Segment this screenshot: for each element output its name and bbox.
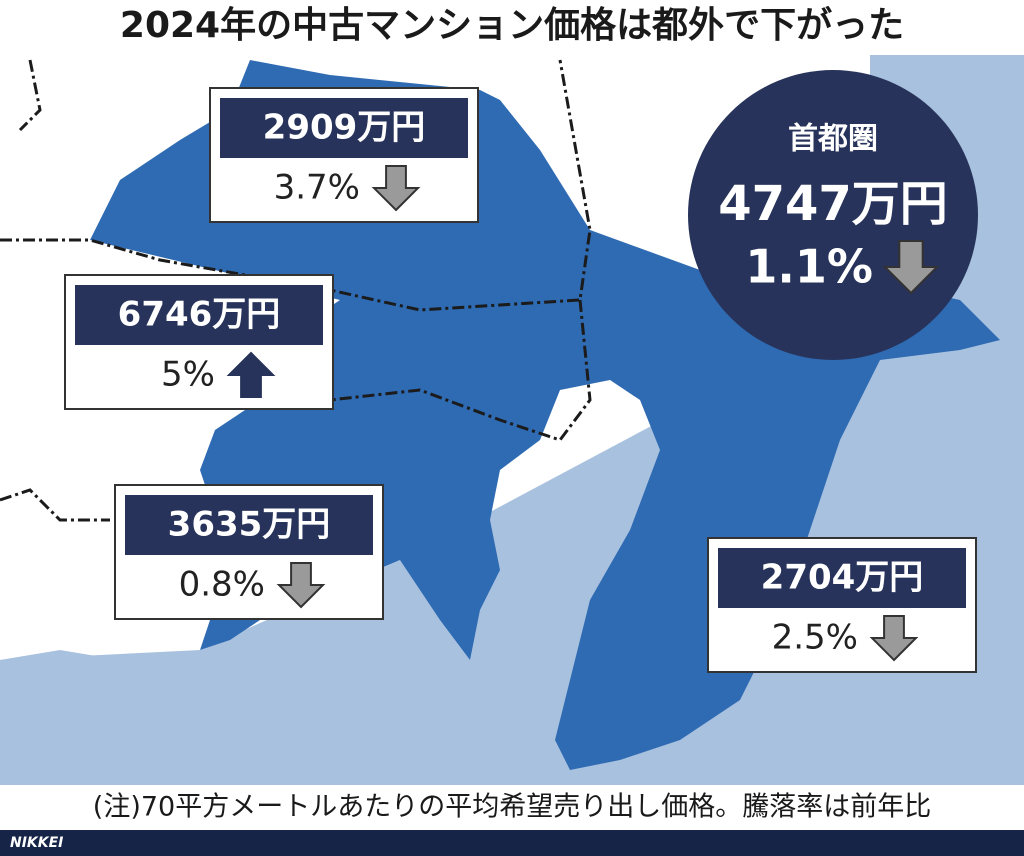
change: 5% xyxy=(161,355,215,395)
summary-change: 1.1% xyxy=(745,240,873,294)
price-band xyxy=(220,98,468,158)
source: NIKKEI xyxy=(10,835,63,851)
price-band xyxy=(75,285,323,345)
source-band xyxy=(0,830,1024,856)
change: 0.8% xyxy=(179,565,265,605)
arrow-up xyxy=(226,351,276,398)
callouts: 2909万円 3.7% 6746万円 5% 3635万円 0.8% 2704万円 2.5% 首都… xyxy=(64,70,978,673)
price-band xyxy=(125,495,373,555)
border-lines xyxy=(0,59,592,522)
title: 2024年の中古マンション価格は都外で下がった xyxy=(120,5,904,46)
sea-bay xyxy=(0,650,260,785)
price: 2704万円 xyxy=(761,558,924,598)
price-band xyxy=(718,548,966,608)
change: 2.5% xyxy=(772,618,858,658)
arrow-down xyxy=(869,615,919,662)
border xyxy=(0,59,110,522)
arrow-down xyxy=(276,562,326,609)
border xyxy=(0,59,592,312)
price: 3635万円 xyxy=(168,505,331,545)
summary-price: 4747万円 xyxy=(718,176,948,232)
arrow-down xyxy=(882,240,940,295)
border xyxy=(260,299,592,442)
title-band xyxy=(0,0,1024,52)
arrow-down xyxy=(371,165,421,212)
price: 2909万円 xyxy=(263,108,426,148)
price: 6746万円 xyxy=(118,295,281,335)
summary-label: 首都圏 xyxy=(788,122,878,157)
note: (注)70平方メートルあたりの平均希望売り出し価格。騰落率は前年比 xyxy=(93,792,931,823)
note-band xyxy=(0,785,1024,830)
change: 3.7% xyxy=(274,168,360,208)
